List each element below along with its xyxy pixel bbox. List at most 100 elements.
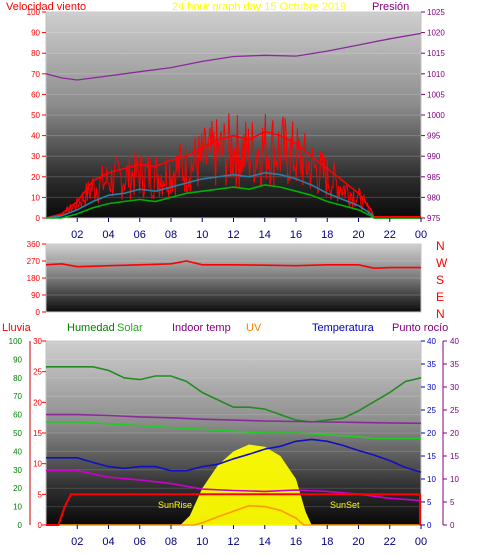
series-uv [46,504,421,526]
rain-tick-label: 0 [38,521,43,530]
time-tick-label: 22 [384,229,396,241]
pressure-tick-label: 1000 [427,111,445,120]
series-wind_avg [45,171,421,219]
dewpoint-tick-label: 5 [450,498,455,507]
time-axis-ticks-top: 02 04 06 08 10 12 14 16 18 20 22 00 [71,218,427,241]
temperature-tick-label: 25 [427,406,436,415]
pressure-tick-label: 1020 [427,29,445,38]
wind-speed-label: Velocidad viento [6,1,86,13]
series-wind_avg2 [46,184,421,219]
compass-s: S [436,273,444,287]
humidity-tick-label: 100 [9,337,23,346]
wind-tick-label: 0 [36,214,41,223]
compass-n: N [436,239,445,253]
legend-humedad: Humedad [67,322,115,334]
pressure-axis-ticks: 975 980 985 990 995 1000 1005 1010 1015 1020 1025 [421,8,445,223]
legend-solar: Solar [117,322,143,334]
temperature-tick-label: 40 [427,337,436,346]
rain-tick-label: 10 [33,460,42,469]
pressure-tick-label: 985 [427,173,441,182]
direction-tick-label: 90 [31,291,40,300]
series-humidity_base [46,421,421,440]
humidity-tick-label: 50 [13,429,22,438]
wind-tick-label: 100 [27,8,41,17]
humidity-tick-label: 70 [13,392,22,401]
series-solar [46,444,421,525]
time-tick-label: 18 [321,229,333,241]
time-tick-label: 04 [102,229,114,241]
compass-n: N [436,307,445,321]
legend-lluvia: Lluvia [2,322,32,334]
humidity-axis-ticks: 0 10 20 30 40 50 60 70 80 90 100 [9,337,23,530]
rain-tick-label: 5 [38,490,43,499]
wind-axis-ticks: 0 10 20 30 40 50 60 70 80 90 100 [27,8,46,223]
wind-tick-label: 60 [31,90,40,99]
wind-tick-label: 90 [31,29,40,38]
pressure-tick-label: 1025 [427,8,445,17]
pressure-tick-label: 975 [427,214,441,223]
dewpoint-tick-label: 35 [450,360,459,369]
series-direction [45,260,421,270]
time-tick-label: 20 [352,229,364,241]
wind-tick-label: 80 [31,49,40,58]
rain-tick-label: 20 [33,398,42,407]
humidity-tick-label: 40 [13,447,22,456]
wind-tick-label: 20 [31,173,40,182]
humidity-tick-label: 0 [18,521,23,530]
time-tick-label: 16 [290,229,302,241]
time-tick-label: 10 [196,229,208,241]
time-tick-label: 14 [259,229,271,241]
rain-tick-label: 15 [33,429,42,438]
temperature-tick-label: 20 [427,429,436,438]
time-tick-label: 06 [134,536,146,548]
time-tick-label: 14 [259,536,271,548]
temperature-tick-label: 30 [427,383,436,392]
rain-axis-ticks: 0 5 10 15 20 25 30 [29,337,46,530]
time-tick-label: 04 [102,536,114,548]
wind-tick-label: 70 [31,70,40,79]
dewpoint-tick-label: 30 [450,383,459,392]
time-tick-label: 16 [290,536,302,548]
compass-e: E [436,290,444,304]
wind-tick-label: 30 [31,152,40,161]
wind-gust-line [45,113,371,219]
time-tick-label: 02 [71,229,83,241]
series-wind_speed [45,130,421,219]
humidity-tick-label: 10 [13,503,22,512]
dewpoint-tick-label: 40 [450,337,459,346]
series-pressure [45,32,422,81]
panel-direction-background [45,243,422,313]
time-tick-label: 12 [227,536,239,548]
legend-punto-rocio: Punto rocío [392,322,448,334]
legend-row: Lluvia Humedad Solar Indoor temp UV Temp… [2,322,448,334]
time-tick-label: 20 [352,536,364,548]
series-humidity [46,366,422,423]
time-tick-label: 12 [227,229,239,241]
time-tick-label: 10 [196,536,208,548]
compass-w: W [436,256,448,270]
time-tick-label: 08 [165,229,177,241]
legend-temperatura: Temperatura [312,322,375,334]
temperature-tick-label: 5 [427,498,432,507]
direction-axis-ticks: 0 90 180 270 360 [27,240,46,317]
legend-indoor-temp: Indoor temp [172,322,231,334]
pressure-tick-label: 1015 [427,49,445,58]
wind-tick-label: 10 [31,193,40,202]
time-tick-label: 22 [384,536,396,548]
legend-uv: UV [246,322,262,334]
humidity-tick-label: 30 [13,466,22,475]
time-tick-label: 08 [165,536,177,548]
pressure-label: Presión [372,1,409,13]
wind-pressure-series [45,32,422,219]
direction-tick-label: 180 [27,274,41,283]
sunrise-label: SunRise [158,500,192,510]
dewpoint-tick-label: 20 [450,429,459,438]
series-rain [46,493,421,526]
temperature-tick-label: 0 [427,521,432,530]
series-indoor_temp [46,413,422,425]
pressure-tick-label: 1005 [427,90,445,99]
direction-series [45,260,421,270]
temperature-tick-label: 10 [427,475,436,484]
